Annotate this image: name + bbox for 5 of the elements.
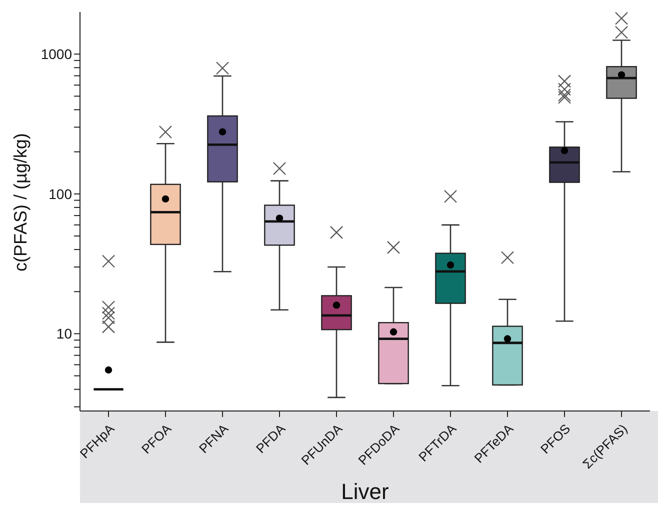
y-tick-label: 1000 xyxy=(40,46,72,62)
y-axis-title: c(PFAS) / (µg/kg) xyxy=(10,133,30,272)
y-tick-label: 100 xyxy=(48,186,72,202)
x-axis-title: Liver xyxy=(341,479,389,504)
y-tick-label: 10 xyxy=(56,326,72,342)
